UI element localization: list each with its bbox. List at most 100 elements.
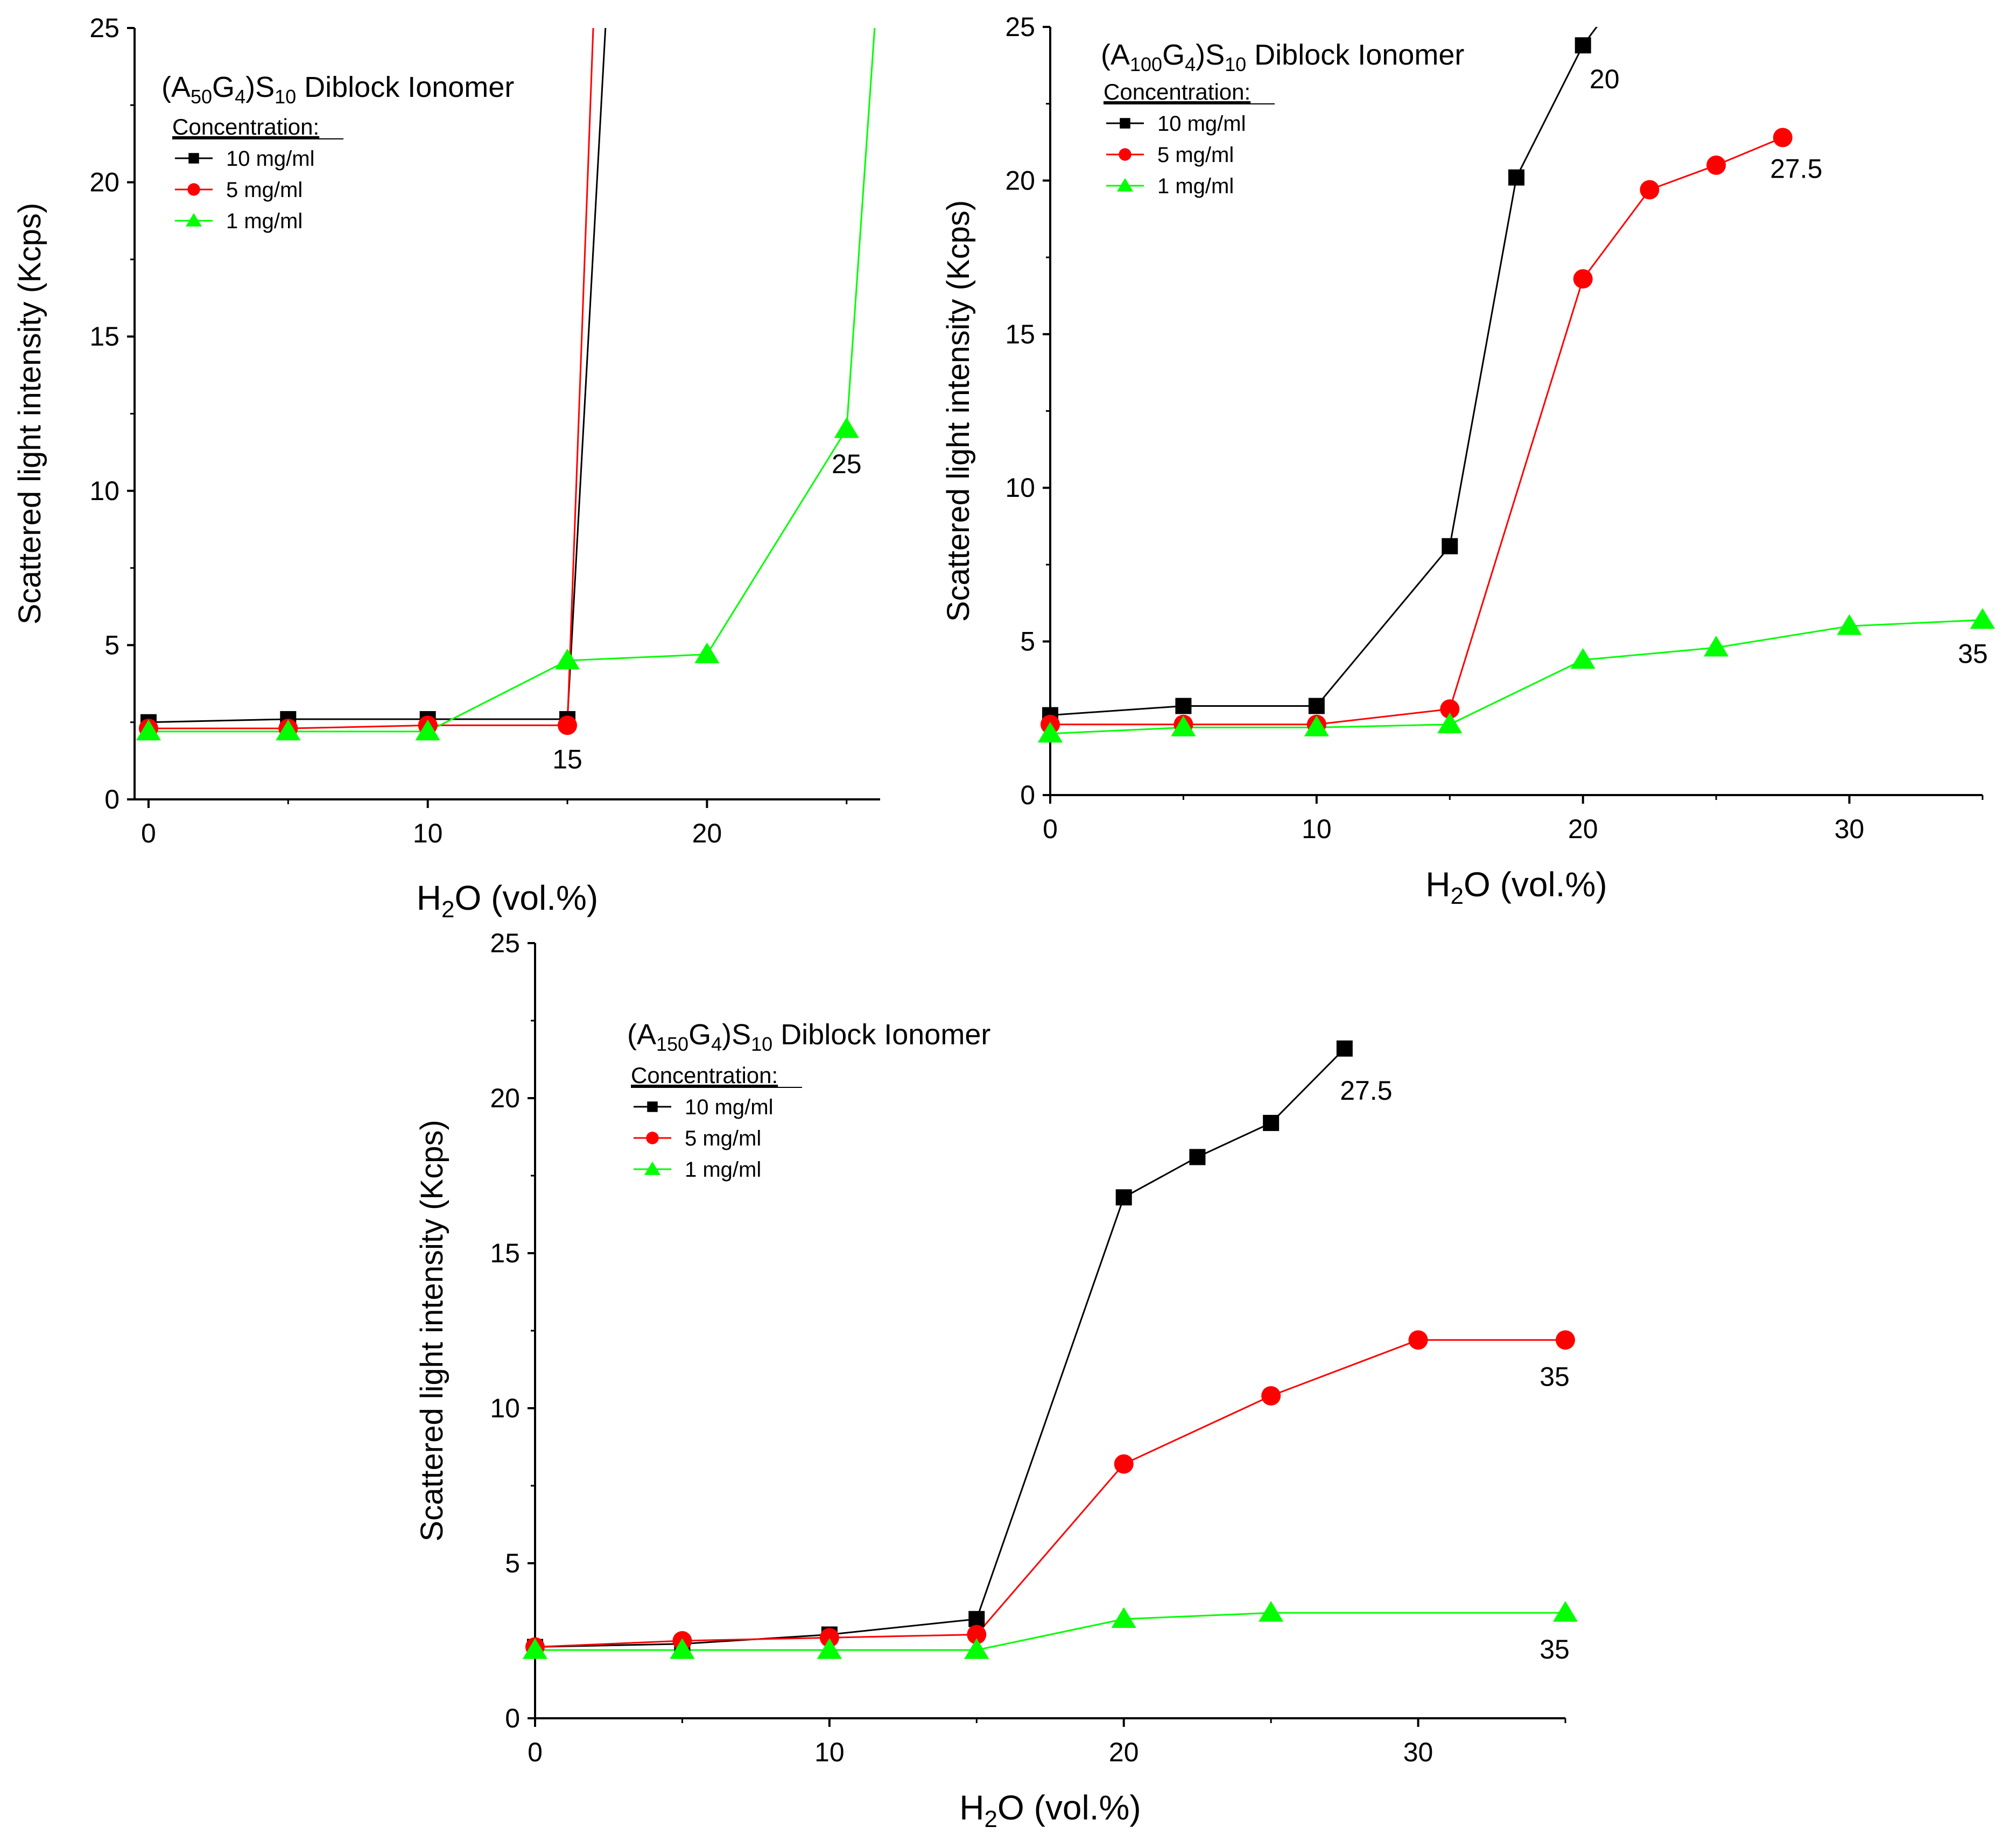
chart-a150: 0 5 10 15 20 25 0 10 20 30 Scattered light intensi… xyxy=(414,928,1578,1832)
series-line-1 xyxy=(535,1339,1565,1648)
data-point xyxy=(554,649,580,670)
data-point xyxy=(1552,1601,1578,1622)
y-tick-label: 20 xyxy=(490,1083,520,1113)
data-point xyxy=(1175,698,1192,714)
data-point xyxy=(1171,715,1196,736)
legend-label: 10 mg/ml xyxy=(685,1095,774,1119)
data-point xyxy=(1189,1149,1206,1165)
legend-label: 5 mg/ml xyxy=(685,1127,761,1150)
data-point xyxy=(817,1638,842,1659)
data-point xyxy=(1115,1189,1132,1206)
data-point xyxy=(1261,1386,1281,1406)
data-point xyxy=(1037,721,1063,743)
legend-marker xyxy=(185,213,202,227)
y-tick-label: 20 xyxy=(89,167,120,198)
data-point xyxy=(1304,715,1329,736)
data-point xyxy=(1704,636,1729,657)
data-point xyxy=(1556,1330,1575,1350)
series-line-0 xyxy=(535,1048,1345,1648)
series-lines xyxy=(148,28,876,733)
chart-title: (A100G4)S10 Diblock Ionomer xyxy=(1101,39,1464,75)
annotation-label: 20 xyxy=(1590,64,1620,94)
y-axis-title: Scattered light intensity (Kcps) xyxy=(414,1120,449,1541)
x-tick-label: 20 xyxy=(692,818,722,848)
legend-label: 5 mg/ml xyxy=(1157,143,1234,167)
series-line-0 xyxy=(1050,45,1584,716)
annotation-label: 15 xyxy=(552,744,582,774)
y-tick-label: 0 xyxy=(505,1703,520,1733)
annotation-label: 27.5 xyxy=(1340,1076,1392,1106)
legend-marker xyxy=(1119,148,1131,161)
y-tick-label: 5 xyxy=(1020,627,1035,657)
data-point xyxy=(1837,614,1862,635)
y-tick-label: 15 xyxy=(1005,319,1035,349)
x-tick-label: 10 xyxy=(814,1737,845,1767)
legend-label: 10 mg/ml xyxy=(1157,112,1246,136)
legend-label: 10 mg/ml xyxy=(226,147,315,171)
y-tick-label: 15 xyxy=(490,1238,520,1268)
data-point xyxy=(1575,37,1591,54)
data-point xyxy=(967,1625,987,1645)
annotation-label: 27.5 xyxy=(1770,153,1822,184)
data-point xyxy=(1308,698,1325,714)
legend-marker xyxy=(646,1132,659,1144)
legend-marker xyxy=(644,1161,661,1175)
series-line-2 xyxy=(148,428,848,733)
data-point xyxy=(819,1628,839,1648)
data-point xyxy=(522,1638,548,1659)
data-point xyxy=(670,1638,695,1659)
data-point xyxy=(1706,155,1726,175)
annotation-label: 25 xyxy=(832,449,862,479)
data-point xyxy=(1408,1330,1428,1350)
x-tick-label: 20 xyxy=(1109,1737,1139,1767)
series-line-1 xyxy=(1050,137,1783,726)
y-tick-label: 10 xyxy=(1005,473,1035,503)
data-point xyxy=(1111,1607,1136,1628)
y-tick-label: 25 xyxy=(490,928,520,958)
chart-title: (A150G4)S10 Diblock Ionomer xyxy=(627,1018,990,1055)
annotation-label: 35 xyxy=(1540,1634,1570,1664)
x-axis-title: H2O (vol.%) xyxy=(1425,865,1607,909)
x-axis-title: H2O (vol.%) xyxy=(417,879,598,923)
data-point xyxy=(968,1611,985,1627)
series-line-0 xyxy=(148,718,568,723)
series-line-extension xyxy=(566,28,594,726)
y-tick-label: 10 xyxy=(89,476,120,506)
data-point xyxy=(136,719,161,741)
data-point xyxy=(1773,128,1793,147)
y-tick-label: 5 xyxy=(505,1548,520,1578)
data-point xyxy=(834,417,859,438)
y-axis-title: Scattered light intensity (Kcps) xyxy=(941,200,976,622)
x-axis-title: H2O (vol.%) xyxy=(959,1788,1141,1832)
legend-heading: Concentration: xyxy=(631,1063,778,1088)
data-point xyxy=(1442,538,1458,554)
series-lines xyxy=(1050,27,1983,735)
y-tick-label: 10 xyxy=(490,1393,520,1423)
data-point xyxy=(276,719,301,741)
x-tick-label: 10 xyxy=(1302,814,1332,844)
chart-title: (A50G4)S10 Diblock Ionomer xyxy=(161,71,514,108)
y-tick-label: 0 xyxy=(1020,780,1035,810)
legend-label: 5 mg/ml xyxy=(226,178,303,202)
y-tick-label: 5 xyxy=(104,630,120,660)
x-tick-label: 30 xyxy=(1403,1737,1433,1767)
data-point xyxy=(1440,699,1460,719)
data-point xyxy=(1336,1040,1353,1057)
series-line-1 xyxy=(148,724,568,729)
legend-marker xyxy=(1120,118,1130,129)
series-line-extension xyxy=(846,28,876,430)
annotation-label: 35 xyxy=(1958,639,1988,669)
data-point xyxy=(1437,712,1463,734)
x-tick-label: 0 xyxy=(1043,814,1058,844)
legend-marker xyxy=(187,183,200,196)
chart-a50: 0 5 10 15 20 25 0 10 20 Scattered light intensity… xyxy=(12,13,880,923)
data-point xyxy=(694,642,720,664)
legend-heading: Concentration: xyxy=(172,114,319,139)
x-tick-label: 10 xyxy=(413,818,443,848)
data-point xyxy=(415,719,440,741)
data-point xyxy=(964,1638,989,1659)
series-line-2 xyxy=(1050,619,1983,735)
legend-marker xyxy=(1116,178,1134,192)
legend-marker xyxy=(647,1101,658,1112)
